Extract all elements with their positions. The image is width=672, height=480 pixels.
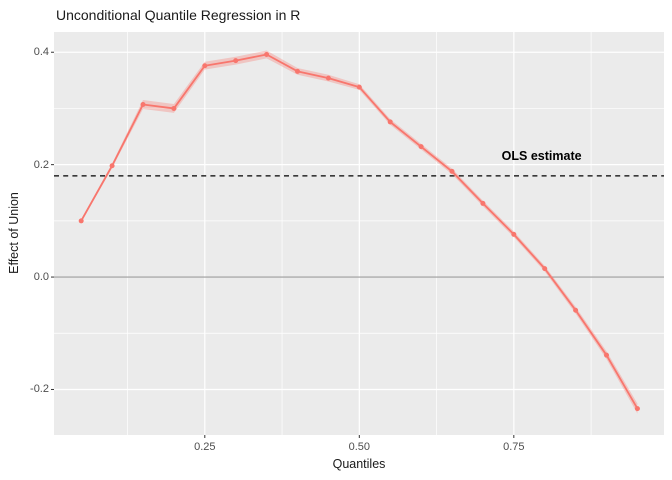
estimate-point <box>604 352 610 358</box>
y-tick-label: 0.2 <box>33 158 49 171</box>
y-tick-label: 0.0 <box>33 271 49 284</box>
x-axis-title: Quantiles <box>332 457 386 471</box>
y-axis-title: Effect of Union <box>7 192 21 274</box>
estimate-point <box>295 68 301 74</box>
x-tick-label: 0.25 <box>194 441 216 453</box>
estimate-point <box>573 307 579 313</box>
estimate-point <box>78 218 84 224</box>
y-tick-label: -0.2 <box>30 383 49 396</box>
x-tick-label: 0.50 <box>348 441 371 453</box>
estimate-point <box>480 200 486 206</box>
estimate-point <box>202 63 208 69</box>
chart-title: Unconditional Quantile Regression in R <box>56 7 301 23</box>
estimate-point <box>325 75 331 81</box>
ols-estimate-annotation: OLS estimate <box>501 149 582 164</box>
estimate-point <box>449 168 455 174</box>
estimate-point <box>418 144 424 150</box>
estimate-point <box>264 51 270 57</box>
estimate-point <box>511 231 517 237</box>
estimate-point <box>109 163 115 169</box>
estimate-point <box>140 102 146 108</box>
estimate-point <box>634 406 640 412</box>
estimate-point <box>387 119 393 125</box>
estimate-point <box>542 266 548 272</box>
estimate-point <box>356 84 362 90</box>
x-tick-label: 0.75 <box>503 441 525 453</box>
estimate-point <box>171 105 177 111</box>
estimate-point <box>233 58 239 64</box>
y-tick-label: 0.4 <box>33 46 49 59</box>
